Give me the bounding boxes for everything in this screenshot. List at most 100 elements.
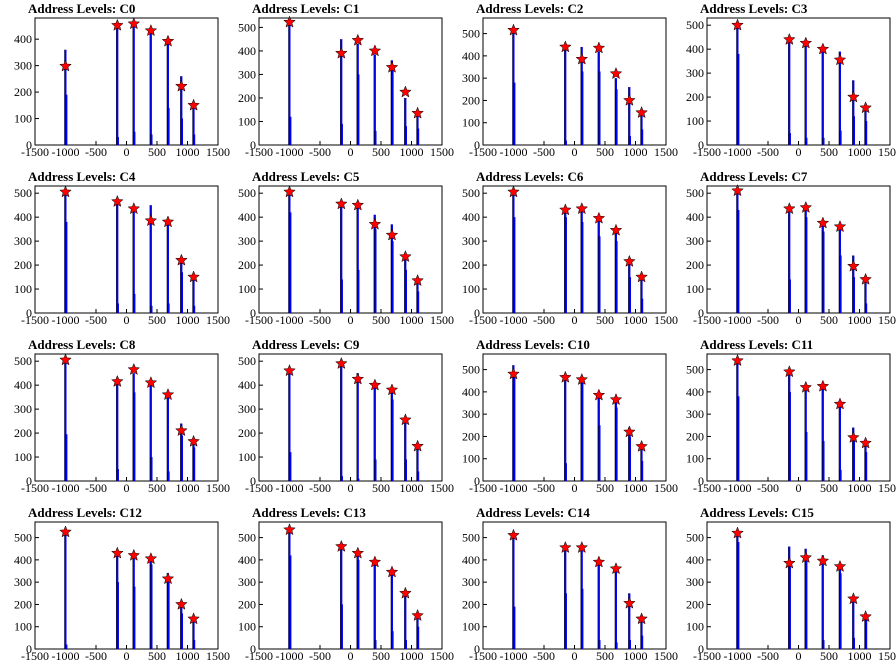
histogram-bar xyxy=(356,205,359,313)
histogram-bar xyxy=(839,573,842,649)
histogram-bar xyxy=(166,221,169,313)
chart-title: Address Levels: C11 xyxy=(700,337,813,352)
y-tick-label: 200 xyxy=(238,597,256,611)
chart-title: Address Levels: C4 xyxy=(28,169,136,184)
y-tick-label: 400 xyxy=(686,553,704,567)
peak-marker xyxy=(635,106,648,119)
histogram-bar xyxy=(564,46,567,145)
plot-frame xyxy=(706,185,891,314)
x-tick-label: -500 xyxy=(757,481,779,495)
histogram-bar xyxy=(192,277,195,313)
peak-marker xyxy=(411,608,424,621)
peak-marker xyxy=(847,259,860,272)
chart-title: Address Levels: C3 xyxy=(700,1,808,16)
chart-panel: Address Levels: C12 0 100 200 300 400 500 -1500… xyxy=(0,504,230,672)
peak-marker xyxy=(575,52,589,65)
y-tick-label: 300 xyxy=(238,67,256,81)
y-tick-label: 100 xyxy=(462,116,480,130)
peak-marker xyxy=(635,270,648,283)
x-tick-label: 500 xyxy=(372,481,390,495)
y-tick-label: 0 xyxy=(26,642,32,656)
peak-marker xyxy=(575,202,589,215)
histogram-bar xyxy=(132,23,135,145)
histogram-bar xyxy=(821,555,824,649)
x-tick-label: -1500 xyxy=(469,481,497,495)
chart-title: Address Levels: C10 xyxy=(476,337,590,352)
chart-svg: Address Levels: C20100200300400500-1500-… xyxy=(462,1,678,159)
histogram-bar xyxy=(822,231,825,313)
peak-marker xyxy=(144,552,158,565)
histogram-bar xyxy=(615,407,618,481)
x-tick-label: -1500 xyxy=(245,313,273,327)
peak-marker xyxy=(144,214,158,227)
y-tick-label: 400 xyxy=(14,378,32,392)
y-tick-label: 400 xyxy=(686,210,704,224)
peak-marker xyxy=(399,413,412,426)
x-tick-label: 0 xyxy=(796,313,802,327)
peak-marker xyxy=(175,79,188,92)
y-tick-label: 200 xyxy=(462,597,480,611)
y-tick-label: 100 xyxy=(686,452,704,466)
x-tick-label: -1500 xyxy=(245,481,273,495)
histogram-bar xyxy=(133,131,136,145)
histogram-bar xyxy=(116,582,119,649)
histogram-bar xyxy=(598,236,601,313)
x-tick-label: -1500 xyxy=(693,481,721,495)
chart-svg: Address Levels: C70100200300400500-1500-… xyxy=(686,169,896,327)
histogram-bar xyxy=(805,431,808,481)
histogram-bar xyxy=(289,452,292,481)
x-tick-label: 500 xyxy=(148,481,166,495)
x-tick-label: 500 xyxy=(596,649,614,663)
histogram-bar xyxy=(853,436,856,481)
peak-marker xyxy=(847,90,860,103)
peak-marker xyxy=(334,197,348,210)
x-tick-label: -1500 xyxy=(469,649,497,663)
peak-marker xyxy=(609,223,623,236)
chart-title: Address Levels: C1 xyxy=(252,1,359,16)
x-tick-label: 1500 xyxy=(878,649,896,663)
x-tick-label: 1000 xyxy=(624,481,648,495)
histogram-bar xyxy=(805,559,808,649)
chart-panel: Address Levels: C1 0 100 200 300 400 500 -1500-… xyxy=(224,0,454,168)
x-tick-label: 500 xyxy=(820,313,838,327)
y-tick-label: 400 xyxy=(686,385,704,399)
histogram-bar xyxy=(405,126,408,145)
histogram-bar xyxy=(404,421,407,481)
peak-marker xyxy=(558,203,572,216)
histogram-bar xyxy=(166,394,169,481)
peak-marker xyxy=(816,379,830,392)
chart-title: Address Levels: C6 xyxy=(476,169,584,184)
peak-marker xyxy=(507,185,520,198)
histogram-bar xyxy=(340,279,343,313)
y-tick-label: 0 xyxy=(698,306,704,320)
histogram-bar xyxy=(640,615,643,649)
peak-marker xyxy=(334,46,348,59)
histogram-bar xyxy=(340,205,343,313)
peak-marker xyxy=(507,367,520,380)
plot-frame xyxy=(258,185,443,314)
peak-marker xyxy=(411,106,424,119)
histogram-bar xyxy=(391,69,394,145)
chart-panel: Address Levels: C14 0 100 200 300 400 500 -1500… xyxy=(448,504,678,672)
y-tick-label: 300 xyxy=(14,59,32,73)
y-tick-label: 200 xyxy=(686,597,704,611)
histogram-bar xyxy=(417,471,420,481)
y-tick-label: 200 xyxy=(238,258,256,272)
x-tick-label: 1000 xyxy=(400,481,424,495)
chart-panel: Address Levels: C7 0 100 200 300 400 500 -1500-… xyxy=(672,168,896,336)
y-tick-label: 200 xyxy=(686,90,704,104)
x-tick-label: -500 xyxy=(757,313,779,327)
chart-svg: Address Levels: C60100200300400500-1500-… xyxy=(462,169,678,327)
peak-marker xyxy=(816,554,830,567)
histogram-bar xyxy=(615,642,618,649)
peak-marker xyxy=(799,550,813,564)
histogram-bar xyxy=(788,559,791,649)
histogram-bar xyxy=(598,640,601,649)
peak-marker xyxy=(351,33,365,46)
x-tick-label: 0 xyxy=(348,313,354,327)
histogram-bar xyxy=(512,535,515,649)
histogram-bar xyxy=(166,41,169,146)
peak-marker xyxy=(592,211,606,224)
peak-marker xyxy=(399,85,412,98)
plot-frame xyxy=(706,353,891,482)
